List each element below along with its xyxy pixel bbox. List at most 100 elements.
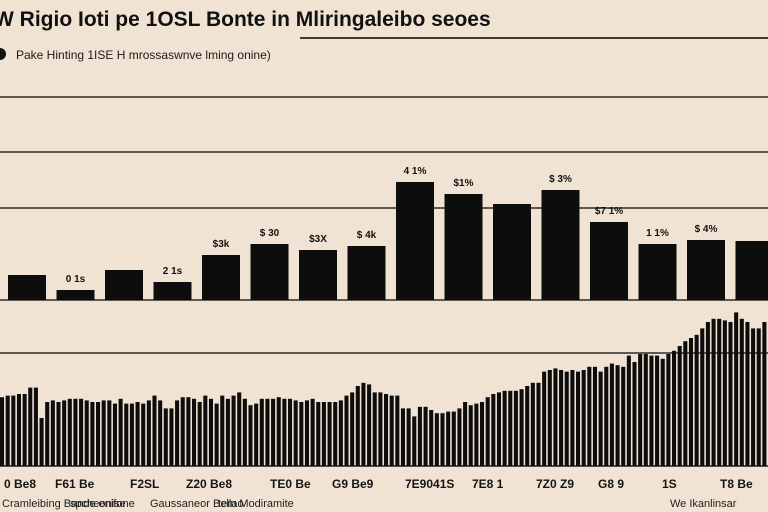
lower-bar: [717, 318, 722, 466]
footer-label: Cramleibing Bande enifone: [2, 498, 135, 510]
upper-bar: [8, 275, 46, 300]
lower-bar: [169, 408, 174, 466]
lower-bar: [367, 384, 372, 466]
lower-bar: [745, 322, 750, 466]
lower-bar: [502, 390, 507, 466]
lower-bar: [587, 366, 592, 466]
lower-bar: [734, 312, 739, 466]
lower-bar: [220, 395, 225, 466]
lower-bar: [756, 328, 761, 466]
lower-bar: [412, 416, 417, 466]
lower-bar: [152, 395, 157, 466]
lower-bar: [214, 403, 219, 466]
bar-value-label: $ 4k: [357, 230, 377, 241]
lower-bar: [158, 400, 163, 466]
lower-bar: [751, 328, 756, 466]
lower-bar: [576, 371, 581, 466]
lower-bar: [175, 400, 180, 466]
x-tick-label: 7Z0 Z9: [536, 477, 574, 491]
lower-bar: [378, 392, 383, 466]
subtitle-bullet: [0, 48, 6, 60]
upper-bar: [299, 250, 337, 300]
x-tick-label: F61 Be: [55, 477, 95, 491]
lower-bar: [592, 366, 598, 466]
lower-bar: [118, 398, 123, 466]
lower-bar: [508, 390, 513, 466]
lower-bar: [542, 371, 547, 466]
upper-bar: [687, 240, 725, 300]
lower-bar: [457, 408, 462, 466]
lower-bar: [276, 397, 281, 466]
lower-bar: [423, 406, 428, 466]
bar-value-label: $3k: [213, 239, 230, 250]
lower-bar: [632, 362, 637, 466]
lower-bar: [107, 400, 112, 466]
lower-bar: [333, 402, 338, 466]
lower-bar: [700, 328, 705, 466]
lower-bar: [361, 382, 366, 466]
chart-source: We Ikanlinsar: [670, 498, 737, 510]
lower-bar: [536, 382, 541, 466]
lower-bar: [564, 371, 569, 466]
bar-value-label: 2 1s: [163, 266, 183, 277]
x-tick-label: T8 Be: [720, 477, 753, 491]
lower-bar: [547, 370, 552, 466]
footer-label: Gaussaneor Bellao: [150, 498, 244, 510]
lower-bar: [22, 394, 27, 466]
upper-bar: [250, 244, 289, 300]
upper-bar-labels: 0 1s 2 1s $3k $ 30 $3X $ 4k 4 1% $1% $ 3% $7 1% 1 …: [66, 166, 718, 285]
lower-bar: [519, 389, 524, 466]
lower-bar: [530, 382, 535, 466]
lower-bar: [50, 400, 55, 466]
lower-bar: [621, 366, 626, 466]
lower-bar: [350, 392, 355, 466]
lower-bar: [355, 386, 360, 466]
bar-value-label: $1%: [453, 178, 473, 189]
lower-bar: [180, 397, 185, 466]
upper-bar: [735, 241, 768, 300]
lower-bar: [468, 405, 473, 466]
x-tick-label: 1S: [662, 477, 677, 491]
upper-bar: [444, 194, 483, 300]
lower-bar: [649, 355, 654, 466]
lower-bar: [265, 398, 270, 466]
lower-bar: [304, 400, 310, 466]
lower-bar: [28, 387, 33, 466]
lower-bar: [638, 354, 643, 466]
lower-bar: [79, 398, 84, 466]
bar-value-label: $ 3%: [549, 174, 572, 185]
lower-bar: [440, 413, 445, 466]
lower-bar: [90, 402, 95, 466]
lower-bar: [344, 395, 349, 466]
lower-bar: [299, 402, 304, 466]
lower-bar: [609, 363, 614, 466]
lower-bar: [259, 398, 264, 466]
lower-bar: [694, 334, 699, 466]
x-tick-label: 7E8 1: [472, 477, 504, 491]
lower-bar: [598, 371, 603, 466]
x-tick-label: F2SL: [130, 477, 159, 491]
lower-bar: [0, 397, 5, 466]
x-tick-label: 0 Be8: [4, 477, 36, 491]
lower-bar: [451, 411, 456, 466]
lower-bar: [186, 397, 191, 466]
lower-bar: [677, 346, 682, 466]
bar-value-label: $7 1%: [595, 206, 623, 217]
lower-bar: [101, 400, 106, 466]
x-axis-ticks: 0 Be8 F61 Be F2SL Z20 Be8 TE0 Be G9 Be9 …: [4, 477, 753, 491]
lower-bar: [197, 402, 202, 466]
x-tick-label: Z20 Be8: [186, 477, 232, 491]
lower-bar: [282, 398, 287, 466]
lower-bar: [242, 398, 247, 466]
lower-bar: [73, 398, 78, 466]
lower-bar: [496, 392, 502, 466]
lower-bar: [203, 395, 208, 466]
lower-bar: [570, 370, 575, 466]
chart-footer: Cramleibing Bande enifone spcheonise Gau…: [2, 498, 737, 510]
lower-bar: [288, 398, 293, 466]
lower-bar: [429, 410, 434, 466]
lower-bar: [660, 358, 665, 466]
lower-bar: [62, 400, 67, 466]
lower-bar: [271, 398, 276, 466]
lower-bar-series: [0, 312, 767, 466]
